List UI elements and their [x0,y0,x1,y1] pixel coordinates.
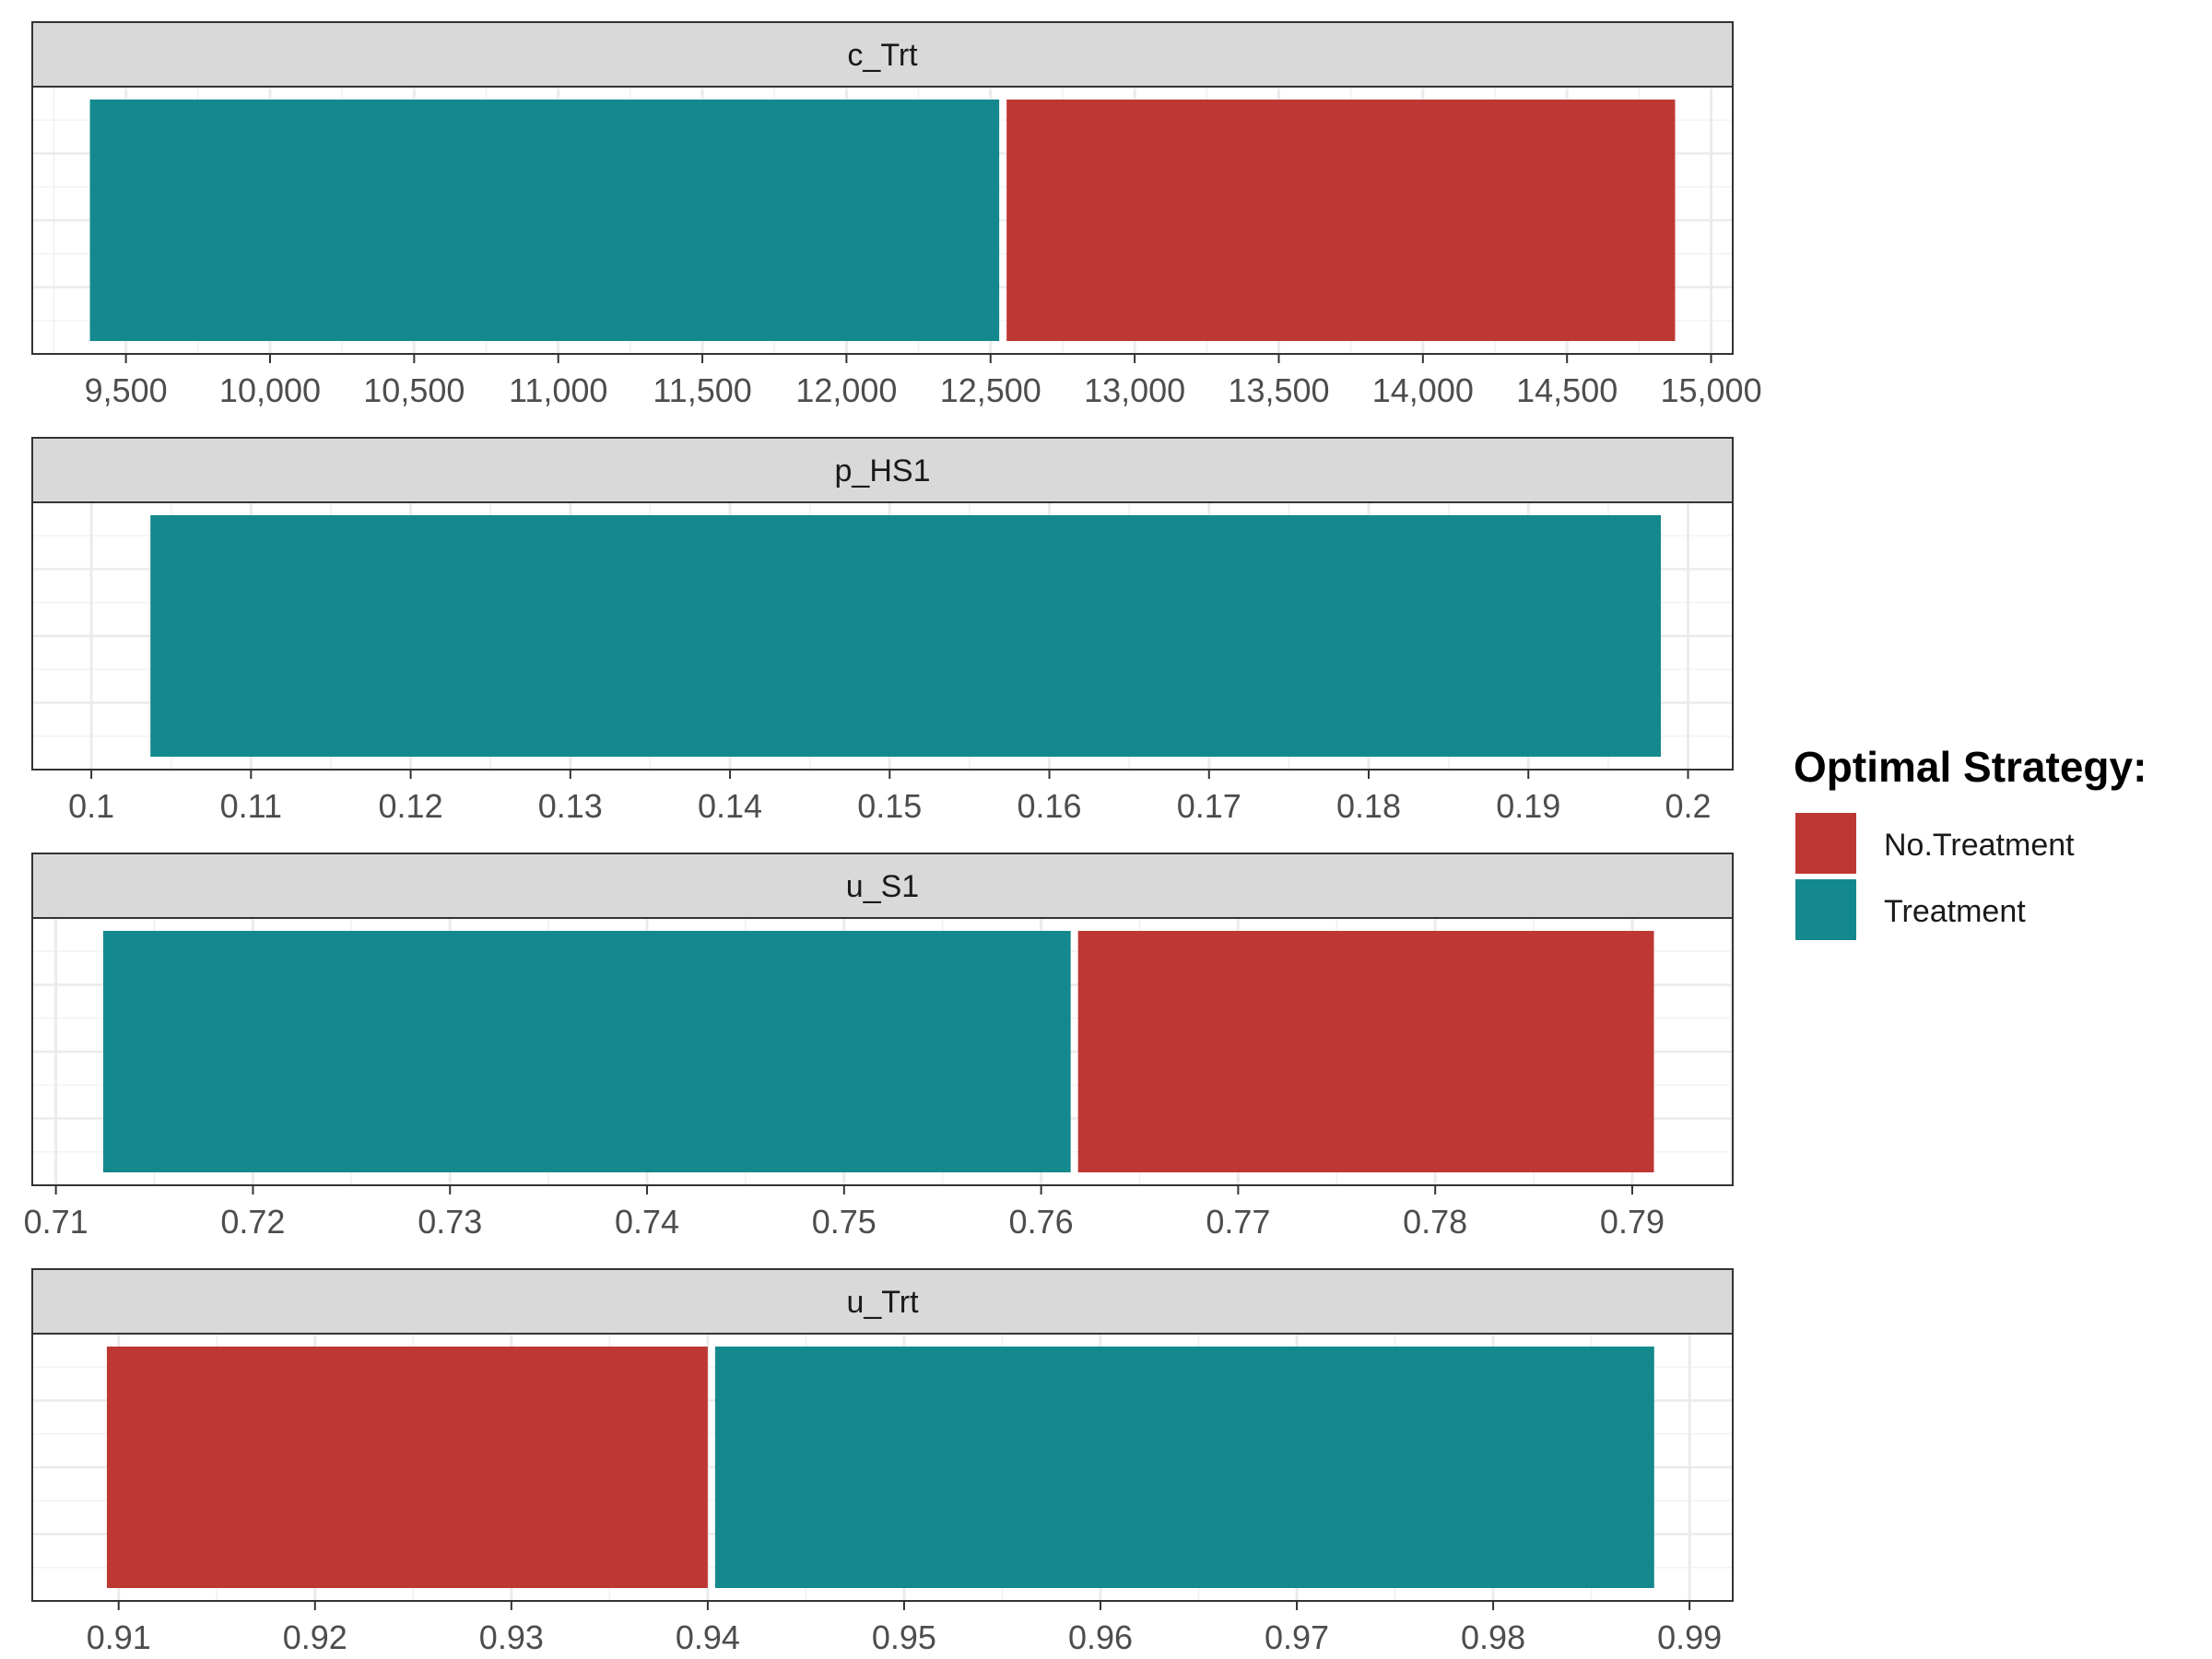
x-tick-label: 0.16 [1017,787,1081,825]
x-tick-label: 15,000 [1660,371,1761,409]
x-tick-label: 14,500 [1516,371,1618,409]
legend-key-treatment [1795,879,1856,940]
strip-label-p-hs1: p_HS1 [835,453,931,488]
strip-c-trt [31,21,1734,88]
strip-label-u-s1: u_S1 [846,869,919,904]
bar-u-trt-treatment [714,1347,1654,1588]
x-tick-label: 0.1 [68,787,114,825]
x-tick-label: 0.78 [1403,1203,1467,1241]
facet-u-s1: u_S1 0.71 0.72 0.73 0.74 0.75 0.76 0.77 0.78 0.79 [24,853,1734,1241]
x-tick-label: 0.75 [812,1203,877,1241]
x-tick-label: 0.11 [220,787,282,825]
legend-entry-treatment: Treatment [1795,879,2026,940]
x-tick-label: 11,500 [653,371,751,409]
panel-border-u-s1 [31,917,1734,1186]
x-tick-label: 10,000 [219,371,321,409]
x-tick-label: 13,000 [1084,371,1185,409]
x-tick-label: 9,500 [85,371,168,409]
bar-u-s1-no-treatment [1077,931,1654,1172]
legend-key-no-treatment [1795,813,1856,874]
facet-c-trt: c_Trt 9,500 10,000 10,500 11,000 11,500 12,000… [31,21,1762,409]
bar-c-trt-no-treatment [1006,100,1676,341]
x-tick-label: 0.76 [1009,1203,1074,1241]
x-tick-label: 13,500 [1228,371,1329,409]
panel-border-c-trt [31,86,1734,355]
x-tick-label: 0.19 [1496,787,1560,825]
x-tick-label: 0.72 [220,1203,285,1241]
strip-label-u-trt: u_Trt [846,1285,919,1320]
x-tick-label: 0.98 [1461,1618,1525,1656]
x-tick-label: 0.95 [872,1618,936,1656]
x-tick-label: 0.17 [1177,787,1241,825]
x-tick-label: 11,000 [509,371,607,409]
x-tick-label: 0.96 [1068,1618,1133,1656]
x-tick-label: 0.92 [283,1618,347,1656]
x-tick-label: 0.97 [1265,1618,1329,1656]
strip-p-hs1 [31,437,1734,503]
bar-c-trt-treatment [89,100,1000,341]
x-tick-label: 0.2 [1665,787,1711,825]
strip-label-c-trt: c_Trt [847,38,918,73]
legend: Optimal Strategy: No.Treatment Treatment [1794,743,2147,940]
x-tick-label: 0.99 [1657,1618,1722,1656]
x-tick-label: 0.77 [1206,1203,1270,1241]
x-tick-label: 0.18 [1336,787,1401,825]
facet-u-trt: u_Trt 0.91 0.92 0.93 0.94 0.95 0.96 0.97 0.98 0.9… [31,1268,1734,1656]
x-tick-label: 12,500 [940,371,1041,409]
bar-u-s1-treatment [102,931,1071,1172]
legend-label-no-treatment: No.Treatment [1884,828,2075,863]
x-tick-label: 0.13 [538,787,603,825]
panel-border-u-trt [31,1333,1734,1602]
x-tick-label: 0.91 [87,1618,151,1656]
x-tick-label: 0.73 [418,1203,482,1241]
x-tick-label: 14,000 [1372,371,1474,409]
x-tick-label: 0.14 [698,787,762,825]
strip-u-s1 [31,853,1734,919]
bar-u-trt-no-treatment [106,1347,708,1588]
legend-entry-no-treatment: No.Treatment [1795,813,2075,874]
x-tick-label: 0.93 [479,1618,544,1656]
x-tick-label: 12,000 [795,371,897,409]
legend-label-treatment: Treatment [1884,894,2026,929]
bar-p-hs1-treatment [150,515,1662,757]
x-tick-label: 0.94 [676,1618,740,1656]
legend-title: Optimal Strategy: [1794,743,2147,791]
panel-border-p-hs1 [31,501,1734,771]
x-tick-label: 0.15 [857,787,922,825]
x-tick-label: 0.79 [1600,1203,1665,1241]
x-tick-label: 10,500 [363,371,465,409]
x-tick-label: 0.74 [615,1203,679,1241]
facet-panels: c_Trt 9,500 10,000 10,500 11,000 11,500 12,000… [24,21,1762,1656]
facet-p-hs1: p_HS1 0.1 0.11 0.12 0.13 0.14 0.15 0.16 0.17 0.18… [31,437,1734,825]
x-tick-label: 0.12 [379,787,443,825]
x-tick-label: 0.71 [24,1203,88,1241]
